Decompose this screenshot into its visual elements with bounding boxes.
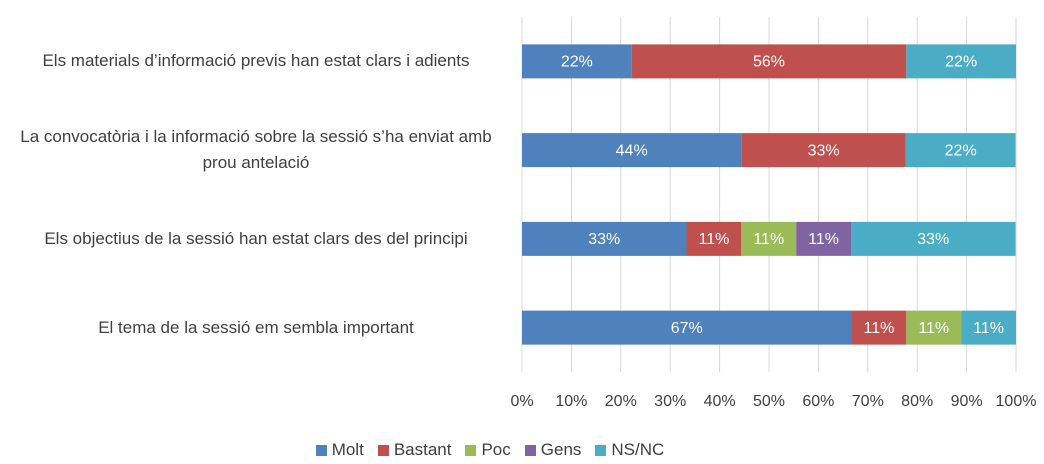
data-label: 22%: [945, 142, 977, 159]
data-label: 11%: [808, 231, 839, 248]
data-label: 11%: [918, 320, 949, 337]
bar-segment: [741, 221, 797, 256]
legend-item: Poc: [465, 440, 511, 460]
legend-label: Poc: [481, 440, 511, 459]
legend-label: Molt: [331, 440, 364, 459]
data-label: 44%: [616, 142, 648, 159]
bar-segment: [906, 310, 962, 345]
legend-label: Bastant: [393, 440, 452, 459]
x-tick-label: 90%: [951, 393, 983, 410]
category-label: Els objectius de la sessió han estat cla…: [44, 228, 468, 248]
x-tick-label: 60%: [802, 393, 834, 410]
data-label: 22%: [945, 54, 977, 71]
legend-label: NS/NC: [611, 440, 665, 459]
data-label: 11%: [698, 231, 729, 248]
x-tick-label: 10%: [555, 393, 587, 410]
category-label: El tema de la sessió em sembla important: [98, 317, 414, 337]
data-label: 33%: [588, 231, 620, 248]
bar-segment: [851, 221, 1016, 256]
x-tick-label: 100%: [996, 393, 1037, 410]
bar-segment: [961, 310, 1016, 345]
legend-item: Gens: [524, 440, 582, 460]
legend-swatch: [595, 444, 607, 456]
bar-segment: [522, 44, 632, 79]
legend: Molt Bastant Poc Gens NS/NC: [0, 440, 980, 460]
x-tick-label: 70%: [852, 393, 884, 410]
bar-segment: [851, 310, 907, 345]
category-label: Els materials d’informació previs han es…: [42, 51, 470, 71]
legend-label: Gens: [540, 440, 582, 459]
bar-segment: [905, 133, 1016, 168]
legend-swatch: [315, 444, 327, 456]
legend-swatch: [465, 444, 477, 456]
legend-item: NS/NC: [595, 440, 664, 460]
bar-segment: [906, 44, 1016, 79]
data-label: 33%: [917, 231, 949, 248]
legend-item: Molt: [315, 440, 364, 460]
bar-segment: [522, 310, 852, 345]
bar-segment: [741, 133, 906, 168]
x-tick-label: 30%: [654, 393, 686, 410]
x-tick-label: 20%: [605, 393, 637, 410]
bar-segment: [522, 133, 742, 168]
data-label: 56%: [753, 54, 785, 71]
data-label: 33%: [808, 142, 840, 159]
data-label: 22%: [561, 54, 593, 71]
category-label: La convocatòria i la informació sobre la…: [20, 127, 492, 173]
bar-segment: [631, 44, 907, 79]
data-label: 11%: [753, 231, 784, 248]
legend-swatch: [377, 444, 389, 456]
data-label: 11%: [863, 320, 894, 337]
x-tick-label: 0%: [510, 393, 533, 410]
data-label: 11%: [973, 320, 1004, 337]
x-tick-label: 50%: [753, 393, 785, 410]
bar-segment: [686, 221, 742, 256]
legend-item: Bastant: [377, 440, 452, 460]
x-tick-label: 80%: [901, 393, 933, 410]
bar-segment: [522, 221, 687, 256]
x-tick-label: 40%: [704, 393, 736, 410]
bar-segment: [796, 221, 852, 256]
data-label: 67%: [671, 320, 703, 337]
legend-swatch: [524, 444, 536, 456]
